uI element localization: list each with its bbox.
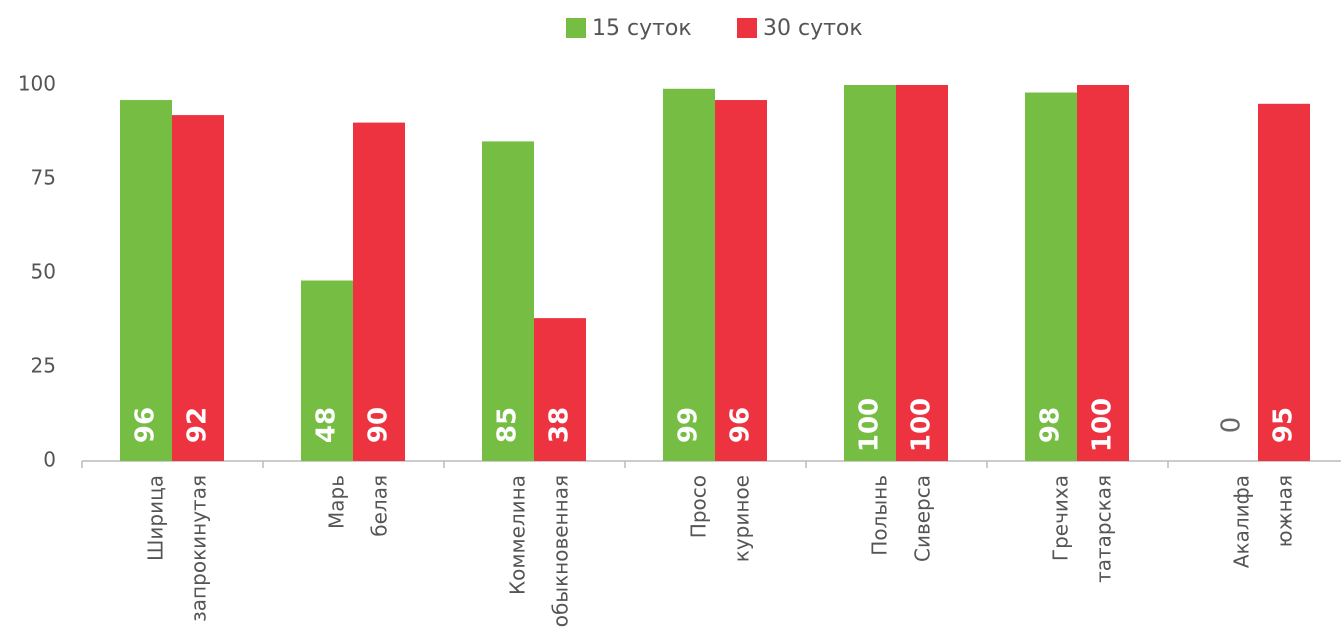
legend-label: 15 суток bbox=[592, 16, 692, 41]
x-tick-label: обыкновенная bbox=[549, 475, 573, 627]
bar bbox=[301, 280, 353, 461]
bar bbox=[1258, 103, 1310, 462]
x-tick-label: куриное bbox=[730, 475, 754, 562]
y-tick-label: 25 bbox=[31, 354, 56, 378]
bar bbox=[172, 115, 224, 461]
x-tick-label: Сиверса bbox=[911, 475, 935, 562]
bar bbox=[120, 100, 172, 461]
y-tick-label: 0 bbox=[43, 448, 56, 472]
value-label: 100 bbox=[907, 398, 937, 452]
value-label: 100 bbox=[855, 398, 885, 452]
value-label: 98 bbox=[1036, 407, 1066, 443]
x-tick-label: южная bbox=[1273, 475, 1297, 547]
bar bbox=[896, 85, 948, 461]
bar bbox=[663, 88, 715, 461]
x-tick-label: Коммелина bbox=[506, 475, 530, 595]
y-tick-label: 50 bbox=[31, 260, 56, 284]
value-label: 92 bbox=[183, 407, 213, 443]
bar bbox=[1077, 85, 1129, 461]
x-tick-label: Акалифа bbox=[1230, 475, 1254, 568]
legend-label: 30 суток bbox=[763, 16, 863, 41]
bar bbox=[715, 100, 767, 461]
value-label: 100 bbox=[1088, 398, 1118, 452]
x-tick-label: Ширица bbox=[144, 475, 168, 561]
x-tick-label: Гречиха bbox=[1049, 475, 1073, 561]
value-label: 95 bbox=[1269, 407, 1299, 443]
y-tick-label: 75 bbox=[31, 166, 56, 190]
x-tick-label: татарская bbox=[1092, 475, 1116, 583]
value-label: 96 bbox=[726, 407, 756, 443]
bar bbox=[844, 85, 896, 461]
value-label: 38 bbox=[545, 407, 575, 443]
legend-swatch bbox=[566, 18, 586, 38]
bar bbox=[482, 141, 534, 461]
value-label: 85 bbox=[493, 407, 523, 443]
x-tick-label: Полынь bbox=[868, 475, 892, 556]
value-label: 48 bbox=[312, 407, 342, 443]
value-label: 96 bbox=[131, 407, 161, 443]
x-tick-label: запрокинутая bbox=[187, 475, 211, 622]
bar bbox=[534, 318, 586, 461]
legend-swatch bbox=[737, 18, 757, 38]
x-tick-label: Марь bbox=[325, 475, 349, 529]
value-label: 99 bbox=[674, 407, 704, 443]
y-tick-label: 100 bbox=[18, 72, 56, 96]
x-tick-label: белая bbox=[368, 475, 392, 537]
value-label: 90 bbox=[364, 407, 394, 443]
value-label: 0 bbox=[1217, 417, 1247, 434]
x-tick-label: Просо bbox=[687, 475, 711, 538]
bar bbox=[1025, 92, 1077, 462]
bar bbox=[353, 122, 405, 461]
